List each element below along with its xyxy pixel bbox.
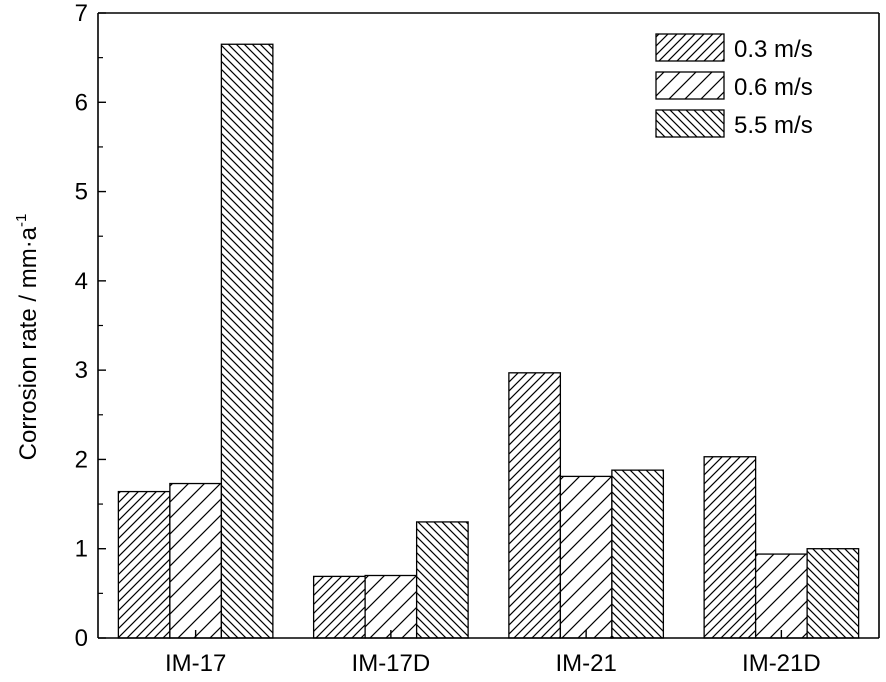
x-tick-label: IM-17D	[352, 650, 431, 677]
y-tick-label: 3	[75, 357, 88, 384]
bar-im-17d-5-5-m-s	[415, 521, 469, 639]
bar-im-21d-5-5-m-s	[806, 548, 860, 639]
bar-im-17-0-3-m-s	[117, 490, 171, 639]
y-axis-label: Corrosion rate / mm·a-1	[13, 214, 42, 461]
y-ticks-group: 0 1 2 3 4 5 6 7	[75, 0, 106, 652]
x-tick-label: IM-21	[555, 650, 616, 677]
x-tick-label: IM-17	[165, 650, 226, 677]
y-tick-label: 7	[75, 0, 88, 27]
legend-swatch	[655, 109, 725, 138]
bar-im-21d-0-6-m-s	[754, 553, 808, 639]
bar-im-17d-0-6-m-s	[364, 574, 418, 639]
legend-label: 0.3 m/s	[734, 36, 813, 63]
y-tick-label: 2	[75, 446, 88, 473]
axes-group	[97, 12, 880, 639]
legend-swatch	[655, 33, 725, 62]
y-tick-label: 4	[75, 268, 88, 295]
x-ticks-group: IM-17 IM-17D IM-21 IM-21D	[165, 630, 821, 677]
legend-label: 0.6 m/s	[734, 74, 813, 101]
bar-im-17d-0-3-m-s	[312, 575, 366, 639]
bar-im-21d-0-3-m-s	[703, 456, 757, 639]
bar-im-21-0-6-m-s	[559, 475, 613, 639]
legend-swatch	[655, 71, 725, 100]
bars-group	[117, 43, 860, 639]
bar-im-21-5-5-m-s	[611, 469, 665, 639]
y-tick-label: 1	[75, 536, 88, 563]
y-tick-label: 0	[75, 625, 88, 652]
y-tick-label: 5	[75, 179, 88, 206]
bar-im-21-0-3-m-s	[508, 372, 562, 639]
x-tick-label: IM-21D	[742, 650, 821, 677]
bar-im-17-5-5-m-s	[220, 43, 274, 639]
legend-label: 5.5 m/s	[734, 112, 813, 139]
y-tick-label: 6	[75, 89, 88, 116]
legend: 0.3 m/s 0.6 m/s 5.5 m/s	[655, 33, 813, 139]
bar-im-17-0-6-m-s	[169, 482, 223, 639]
